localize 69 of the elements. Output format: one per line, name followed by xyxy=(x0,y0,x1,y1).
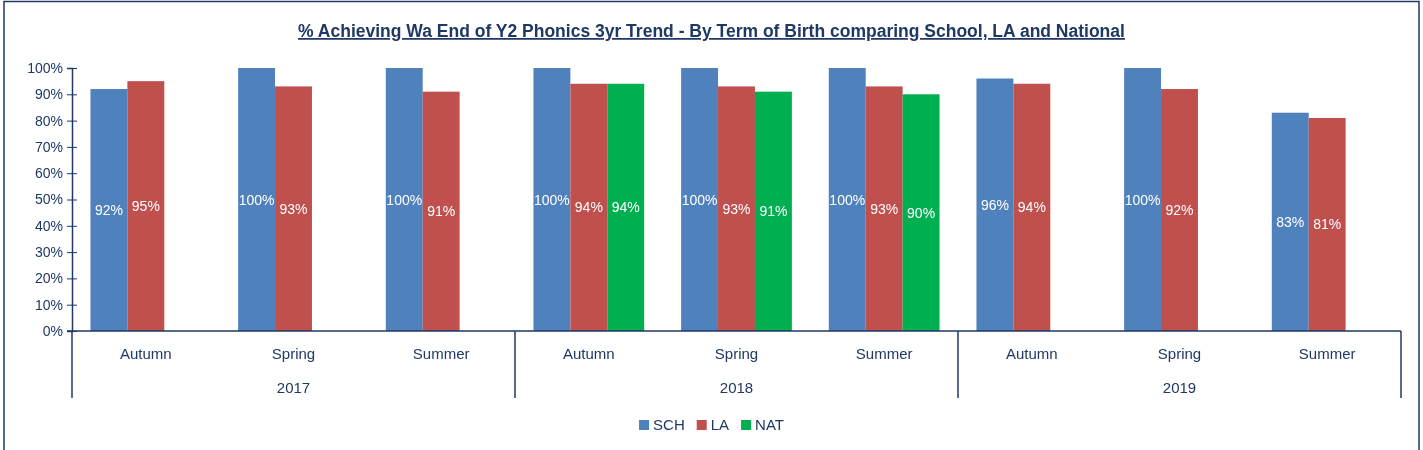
data-label: 90% xyxy=(907,204,936,221)
x-tick-label: Summer xyxy=(412,345,470,362)
data-label: 81% xyxy=(1313,216,1342,233)
data-label: 93% xyxy=(722,200,751,217)
bar xyxy=(1124,68,1162,331)
data-label: 94% xyxy=(611,199,640,216)
data-label: 100% xyxy=(386,191,423,208)
x-tick-label: Autumn xyxy=(1005,345,1058,362)
x-tick-label: Autumn xyxy=(119,345,172,362)
data-label: 100% xyxy=(534,191,570,208)
bar xyxy=(275,86,312,331)
bar xyxy=(1308,117,1346,331)
bar xyxy=(570,83,608,331)
y-tick-label: 20% xyxy=(34,270,63,287)
bar xyxy=(127,81,165,331)
data-label: 94% xyxy=(574,199,603,216)
data-label: 93% xyxy=(870,200,899,217)
bar xyxy=(90,89,128,331)
bar xyxy=(902,94,940,331)
x-tick-label: Spring xyxy=(714,345,759,362)
legend-label: LA xyxy=(710,416,730,433)
data-label: 96% xyxy=(980,196,1009,213)
y-tick-label: 90% xyxy=(34,86,63,103)
bar xyxy=(976,78,1014,331)
data-label: 100% xyxy=(238,191,275,208)
data-label: 92% xyxy=(1165,202,1194,219)
data-label: 100% xyxy=(681,191,718,208)
bar xyxy=(238,68,276,331)
data-label: 95% xyxy=(131,198,160,215)
bar xyxy=(754,91,792,331)
y-tick-label: 80% xyxy=(34,112,63,129)
text: 2017 xyxy=(276,379,311,396)
bar xyxy=(1161,89,1198,331)
data-label: 93% xyxy=(279,200,308,217)
bar xyxy=(1013,83,1051,331)
chart-title: % Achieving Wa End of Y2 Phonics 3yr Trend - By Term of Birth comparing School, LA and National xyxy=(298,21,1125,41)
data-label: 91% xyxy=(759,203,788,220)
data-label: 100% xyxy=(1124,191,1161,208)
bar xyxy=(718,86,755,331)
y-tick-label: 100% xyxy=(27,59,63,76)
bar xyxy=(681,68,719,331)
bar xyxy=(1271,112,1309,331)
bar xyxy=(865,86,903,331)
y-tick-label: 30% xyxy=(34,244,63,261)
bar xyxy=(385,68,423,331)
data-label: 91% xyxy=(427,203,456,220)
x-tick-label: Summer xyxy=(855,345,913,362)
x-tick-label: Summer xyxy=(1298,345,1356,362)
bar xyxy=(607,83,645,331)
text: 2019 xyxy=(1162,379,1197,396)
x-tick-label: Spring xyxy=(271,345,316,362)
y-tick-label: 60% xyxy=(34,165,63,182)
x-tick-label: Spring xyxy=(1157,345,1202,362)
y-tick-label: 50% xyxy=(34,191,63,208)
legend-label: SCH xyxy=(653,416,685,433)
bar xyxy=(422,91,460,331)
x-tick-label: Autumn xyxy=(562,345,615,362)
text: 2018 xyxy=(719,379,754,396)
y-tick-label: 40% xyxy=(34,217,63,234)
data-label: 100% xyxy=(829,191,866,208)
data-label: 83% xyxy=(1276,213,1305,230)
y-tick-label: 70% xyxy=(34,138,63,155)
legend-label: NAT xyxy=(755,416,784,433)
bar xyxy=(828,68,866,331)
bar xyxy=(533,68,571,331)
data-label: 92% xyxy=(94,202,123,219)
y-tick-label: 10% xyxy=(34,296,63,313)
data-label: 94% xyxy=(1017,199,1046,216)
y-tick-label: 0% xyxy=(42,322,63,339)
